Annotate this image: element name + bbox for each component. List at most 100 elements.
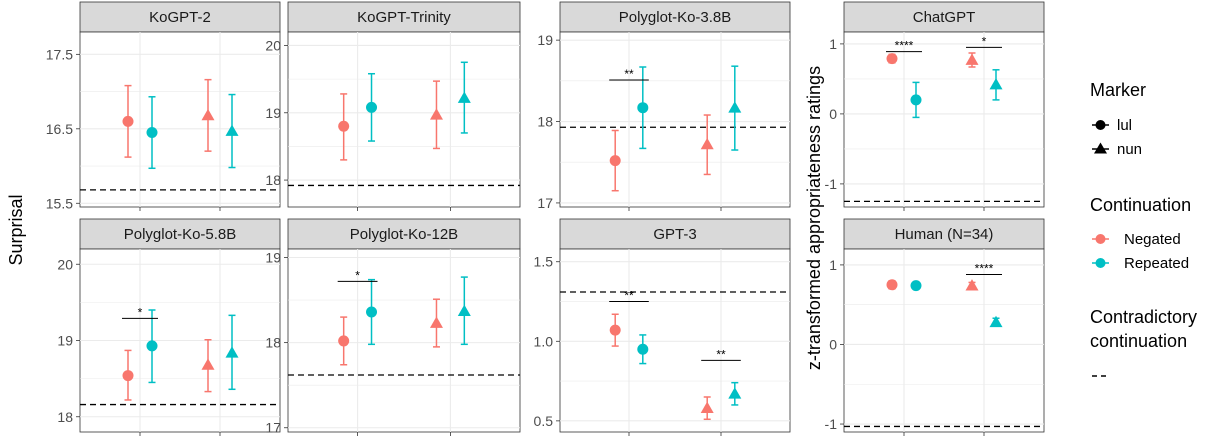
legend-continuation-negated: Negated — [1092, 231, 1181, 248]
significance-label: * — [355, 268, 360, 282]
point-triangle — [700, 401, 714, 414]
legend-marker-nun: nun — [1092, 141, 1142, 158]
panel-title: GPT-3 — [653, 226, 696, 243]
point-triangle — [965, 279, 979, 291]
y-tick-label: 18 — [265, 172, 281, 188]
y-tick-label: 16.5 — [46, 121, 73, 137]
y-tick-label: 20 — [57, 256, 73, 272]
panel-strip — [287, 1, 521, 33]
panel-5: GPT-3 0.5 1.0 1.5 ** ** — [534, 218, 791, 436]
data-point-lul-repeated — [910, 81, 922, 119]
significance-label: ** — [624, 289, 634, 303]
y-tick-label: 1 — [829, 257, 837, 273]
data-point-nun-repeated — [225, 314, 239, 391]
data-point-nun-repeated — [728, 381, 742, 406]
data-point-lul-negated — [338, 316, 350, 366]
point-circle — [338, 335, 350, 347]
point-triangle — [225, 124, 239, 136]
panel-title: KoGPT-Trinity — [357, 9, 451, 26]
right-y-axis-title: z-transformed appropriateness ratings — [804, 66, 824, 370]
point-triangle — [728, 101, 742, 113]
data-point-lul-repeated — [637, 334, 649, 365]
y-tick-label: -1 — [825, 176, 838, 192]
y-tick-label: 17 — [537, 195, 553, 211]
data-point-lul-repeated — [146, 309, 158, 384]
panel-6: ChatGPT-101 **** * — [825, 1, 1045, 211]
point-triangle — [989, 78, 1003, 90]
chart-panels: KoGPT-215.516.517.5KoGPT-Trinity181920Po… — [46, 1, 1045, 436]
y-tick-label: 0.5 — [534, 413, 554, 429]
point-circle — [122, 370, 134, 382]
legend-continuation-repeated: Repeated — [1092, 255, 1189, 272]
point-circle — [609, 324, 621, 336]
point-circle — [886, 279, 898, 291]
point-triangle — [201, 358, 215, 370]
y-tick-label: 17.5 — [46, 46, 73, 62]
y-tick-label: 20 — [265, 37, 281, 53]
point-circle — [122, 115, 134, 127]
point-triangle — [225, 346, 239, 358]
panel-area — [843, 31, 1045, 208]
panel-title: KoGPT-2 — [149, 9, 211, 26]
significance-label: ** — [624, 67, 634, 81]
point-triangle — [457, 304, 471, 317]
significance-label: **** — [975, 261, 994, 275]
data-point-nun-repeated — [225, 93, 239, 169]
data-point-nun-negated — [965, 279, 979, 291]
point-circle — [146, 340, 158, 352]
left-y-axis-title: Surprisal — [6, 194, 26, 265]
data-point-nun-repeated — [457, 276, 471, 346]
y-tick-label: 1.0 — [534, 333, 554, 349]
data-point-nun-negated — [429, 298, 443, 348]
legend-continuation-title: Continuation — [1090, 195, 1191, 215]
legend-negated-dot — [1095, 234, 1106, 244]
panel-title: Polyglot-Ko-12B — [350, 226, 458, 243]
point-circle — [910, 280, 922, 292]
panel-1: KoGPT-Trinity 18 19 20 — [265, 1, 521, 211]
panel-strip — [843, 1, 1045, 33]
panel-area — [79, 31, 281, 208]
data-point-lul-negated — [122, 349, 134, 401]
point-triangle — [965, 53, 979, 65]
point-circle — [609, 155, 621, 167]
data-point-nun-negated — [700, 114, 714, 176]
significance-label: * — [138, 305, 143, 319]
point-circle — [366, 101, 378, 113]
legend-contradictory-title-line1: Contradictory — [1090, 307, 1197, 327]
point-triangle — [989, 315, 1003, 328]
data-point-lul-repeated — [366, 278, 378, 346]
significance-label: * — [982, 34, 987, 48]
data-point-nun-negated — [700, 396, 714, 421]
y-tick-label: 19 — [57, 333, 73, 349]
data-point-lul-repeated — [146, 96, 158, 170]
point-circle — [366, 306, 378, 318]
data-point-nun-negated — [201, 338, 215, 393]
data-point-nun-negated — [201, 78, 215, 152]
legend: Marker lul nun Continuation Negated Repe… — [1090, 80, 1197, 377]
point-triangle — [429, 316, 443, 328]
legend-repeated-dot — [1095, 258, 1106, 268]
data-point-lul-repeated — [637, 66, 649, 150]
y-tick-label: 18 — [537, 114, 553, 130]
panel-3: Polyglot-Ko-5.8B 18 19 20 * — [57, 218, 281, 436]
data-point-nun-repeated — [989, 315, 1003, 328]
legend-negated-label: Negated — [1124, 231, 1181, 248]
y-tick-label: 0 — [829, 106, 837, 122]
legend-lul-circle — [1095, 120, 1106, 130]
legend-marker-lul: lul — [1092, 117, 1132, 134]
data-point-lul-negated — [886, 279, 898, 291]
panel-strip — [559, 1, 791, 33]
y-tick-label: 19 — [265, 105, 281, 121]
data-point-lul-repeated — [910, 280, 922, 292]
legend-nun-triangle — [1094, 142, 1107, 154]
panel-0: KoGPT-2 15.5 16.5 17.5 — [46, 1, 281, 211]
panel-2: Polyglot-Ko-3.8B 17 18 19 ** — [537, 1, 791, 211]
panel-4: Polyglot-Ko-12B 17 18 19 * — [265, 218, 521, 436]
panel-title: Human (N=34) — [895, 226, 994, 243]
data-point-nun-repeated — [989, 69, 1003, 101]
y-tick-label: 18 — [265, 335, 281, 351]
y-tick-label: 1 — [829, 36, 837, 52]
y-tick-label: -1 — [825, 416, 838, 432]
point-circle — [637, 343, 649, 355]
